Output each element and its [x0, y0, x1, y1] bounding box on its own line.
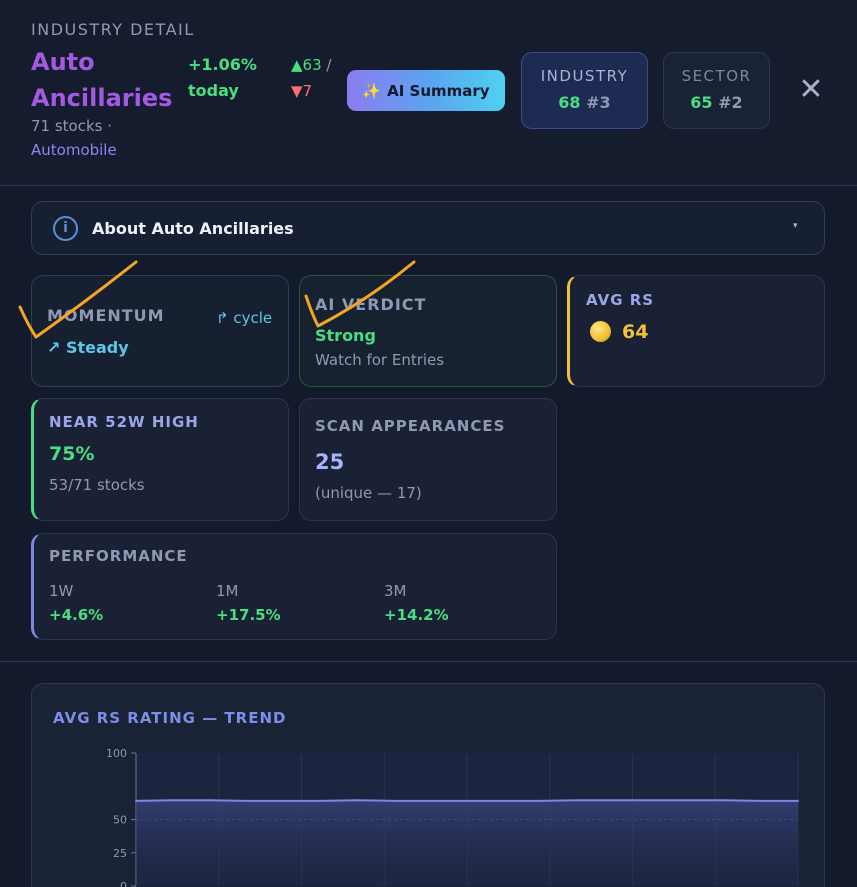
day-change-label: today — [188, 81, 239, 100]
day-change-pct: +1.06% — [188, 55, 257, 74]
near-52w-high-card: NEAR 52W HIGH 75% 53/71 stocks — [31, 398, 289, 521]
ai-verdict-sub: Watch for Entries — [315, 351, 445, 369]
data-point — [613, 799, 616, 802]
series-area — [136, 800, 798, 886]
perf-1m-label: 1M — [216, 582, 239, 600]
avg-rs-trend-chart: 100 50 25 0 — [106, 747, 799, 887]
day-change: +1.06% today — [188, 52, 278, 104]
momentum-label: MOMENTUM — [47, 306, 165, 325]
industry-rank-value: 68 #3 — [522, 93, 647, 112]
data-point — [502, 799, 505, 802]
stock-count: 71 stocks · — [31, 117, 113, 135]
perf-1w-value: +4.6% — [49, 606, 104, 624]
coin-icon — [590, 321, 611, 342]
y-tick-label: 50 — [113, 814, 127, 827]
ai-verdict-card: AI VERDICT Strong Watch for Entries — [299, 275, 557, 387]
data-point — [282, 799, 285, 802]
section-divider — [0, 661, 857, 662]
cycle-link[interactable]: ↱ cycle — [216, 309, 273, 327]
data-point — [539, 799, 542, 802]
performance-label: PERFORMANCE — [49, 547, 188, 565]
perf-3m-value: +14.2% — [384, 606, 449, 624]
eyebrow-label: INDUSTRY DETAIL — [31, 20, 195, 39]
ai-verdict-label: AI VERDICT — [315, 295, 427, 314]
data-point — [576, 799, 579, 802]
avg-rs-value: 64 — [622, 321, 649, 343]
data-point — [171, 799, 174, 802]
data-point — [208, 799, 211, 802]
near-52w-high-value: 75% — [49, 443, 95, 465]
advance-decline: ▲63 / ▼7 — [291, 52, 351, 104]
avg-rs-trend-card: AVG RS RATING — TREND 100 50 25 0 — [31, 683, 825, 887]
sector-rank: #2 — [718, 93, 743, 112]
industry-title-line2: Ancillaries — [31, 84, 173, 112]
data-point — [760, 799, 763, 802]
advancers-count: ▲63 — [291, 56, 322, 74]
industry-score: 68 — [558, 93, 581, 112]
close-icon[interactable]: ✕ — [798, 72, 824, 107]
sector-rank-label: SECTOR — [681, 67, 752, 85]
near-52w-high-sub: 53/71 stocks — [49, 476, 145, 494]
data-point — [245, 799, 248, 802]
data-point — [797, 799, 799, 802]
data-point — [649, 799, 652, 802]
industry-title: Auto Ancillaries — [31, 44, 181, 116]
scan-appearances-card: SCAN APPEARANCES 25 (unique — 17) — [299, 398, 557, 521]
about-label: About Auto Ancillaries — [92, 219, 294, 238]
data-point — [466, 799, 468, 802]
data-point — [135, 799, 137, 802]
data-point — [392, 799, 395, 802]
ai-summary-button[interactable]: ✨ AI Summary — [347, 70, 505, 111]
near-52w-high-label: NEAR 52W HIGH — [49, 413, 199, 431]
avg-rs-card: AVG RS 64 — [567, 275, 825, 387]
data-point — [429, 799, 432, 802]
scan-appearances-label: SCAN APPEARANCES — [315, 417, 506, 435]
sector-rank-value: 65 #2 — [664, 93, 769, 112]
performance-card: PERFORMANCE 1W +4.6% 1M +17.5% 3M +14.2% — [31, 533, 557, 640]
info-icon: i — [53, 216, 78, 241]
sector-score: 65 — [690, 93, 713, 112]
header: INDUSTRY DETAIL Auto Ancillaries 71 stoc… — [0, 0, 857, 186]
y-tick-label: 25 — [113, 847, 127, 860]
data-point — [686, 799, 689, 802]
adv-separator: / — [321, 56, 332, 74]
decliners-count: ▼7 — [291, 82, 313, 100]
perf-1m-value: +17.5% — [216, 606, 281, 624]
momentum-value: ↗ Steady — [47, 338, 129, 357]
sparkle-icon: ✨ — [362, 81, 382, 100]
y-tick-label: 0 — [120, 880, 127, 887]
data-point — [723, 799, 726, 802]
industry-rank: #3 — [586, 93, 611, 112]
sector-rank-card[interactable]: SECTOR 65 #2 — [663, 52, 770, 129]
industry-rank-card[interactable]: INDUSTRY 68 #3 — [521, 52, 648, 129]
data-point — [355, 799, 358, 802]
sector-link[interactable]: Automobile — [31, 141, 117, 159]
data-point — [318, 799, 321, 802]
perf-1w-label: 1W — [49, 582, 74, 600]
ai-summary-label: AI Summary — [387, 81, 490, 100]
ai-verdict-value: Strong — [315, 326, 376, 345]
perf-3m-label: 3M — [384, 582, 407, 600]
avg-rs-label: AVG RS — [586, 291, 655, 309]
momentum-card: MOMENTUM ↱ cycle ↗ Steady — [31, 275, 289, 387]
chevron-down-icon: ▾ — [793, 221, 798, 231]
about-accordion[interactable]: i About Auto Ancillaries ▾ — [31, 201, 825, 255]
scan-appearances-sub: (unique — 17) — [315, 484, 422, 502]
industry-title-line1: Auto — [31, 48, 95, 76]
scan-appearances-value: 25 — [315, 450, 345, 474]
y-tick-label: 100 — [106, 747, 127, 760]
industry-rank-label: INDUSTRY — [540, 67, 629, 85]
chart-title: AVG RS RATING — TREND — [53, 709, 287, 727]
